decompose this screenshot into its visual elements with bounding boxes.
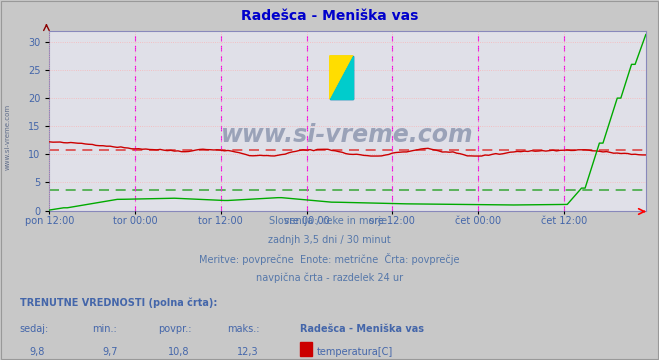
Text: 9,8: 9,8 [30,347,45,357]
Text: povpr.:: povpr.: [158,324,192,334]
Text: 12,3: 12,3 [237,347,259,357]
Text: temperatura[C]: temperatura[C] [316,347,393,357]
Text: zadnjh 3,5 dni / 30 minut: zadnjh 3,5 dni / 30 minut [268,235,391,245]
Text: Meritve: povprečne  Enote: metrične  Črta: povprečje: Meritve: povprečne Enote: metrične Črta:… [199,253,460,265]
Text: navpična črta - razdelek 24 ur: navpična črta - razdelek 24 ur [256,272,403,283]
Text: sedaj:: sedaj: [20,324,49,334]
Text: min.:: min.: [92,324,117,334]
Text: 9,7: 9,7 [102,347,118,357]
Text: maks.:: maks.: [227,324,260,334]
Text: Radešca - Meniška vas: Radešca - Meniška vas [300,324,424,334]
Text: www.si-vreme.com: www.si-vreme.com [221,123,474,147]
Text: www.si-vreme.com: www.si-vreme.com [5,104,11,170]
Text: 10,8: 10,8 [168,347,190,357]
Text: TRENUTNE VREDNOSTI (polna črta):: TRENUTNE VREDNOSTI (polna črta): [20,297,217,307]
Text: Radešca - Meniška vas: Radešca - Meniška vas [241,9,418,23]
Text: Slovenija / reke in morje.: Slovenija / reke in morje. [269,216,390,226]
